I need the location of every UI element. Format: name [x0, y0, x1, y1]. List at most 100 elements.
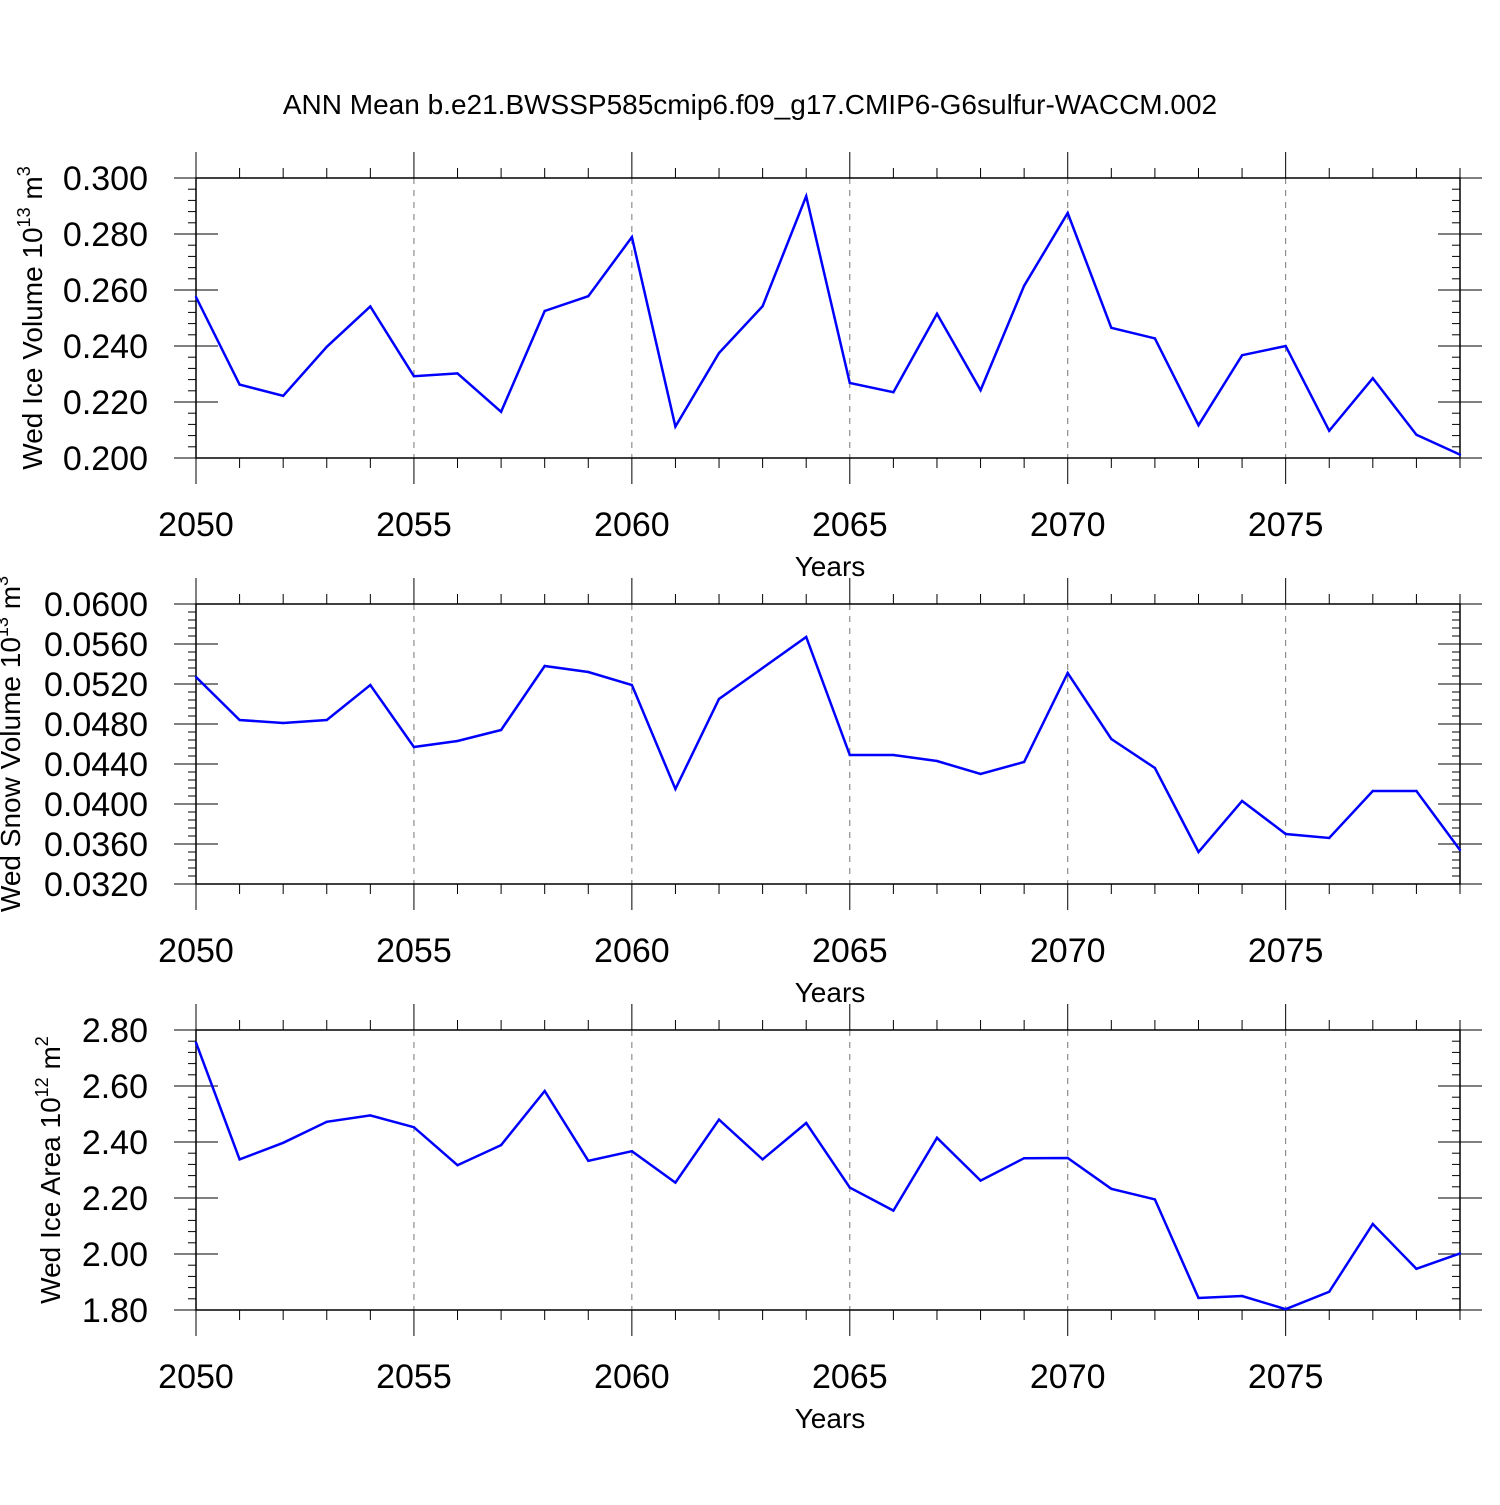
- data-line: [195, 635, 1462, 855]
- x-tick-label: 2070: [1030, 1358, 1106, 1396]
- y-tick-label: 0.200: [63, 440, 148, 478]
- x-tick-label: 2050: [158, 1358, 234, 1396]
- y-tick-label: 1.80: [82, 1292, 148, 1330]
- x-tick-label: 2050: [158, 932, 234, 970]
- x-tick-label: 2055: [376, 1358, 452, 1396]
- plot-frame: [195, 603, 1461, 885]
- data-point: [805, 635, 808, 639]
- data-point: [1240, 354, 1244, 357]
- data-point: [369, 683, 372, 687]
- x-tick-label: 2065: [812, 506, 888, 544]
- y-tick-label: 0.0440: [44, 746, 148, 784]
- data-point: [194, 295, 198, 299]
- data-point: [848, 381, 851, 385]
- x-tick-label: 2065: [812, 1358, 888, 1396]
- data-point: [1371, 789, 1375, 793]
- chart-panel-2: 0.03200.03600.04000.04400.04800.05200.05…: [0, 576, 1482, 1008]
- y-label-unit: m: [35, 1046, 66, 1077]
- data-point: [761, 666, 764, 670]
- x-axis-label: Years: [795, 551, 866, 582]
- data-point: [1284, 832, 1287, 836]
- y-label-unit-exponent: 3: [0, 576, 12, 586]
- data-point: [630, 235, 634, 239]
- data-point: [1153, 337, 1157, 340]
- x-tick-label: 2055: [376, 506, 452, 544]
- data-point: [1153, 1198, 1157, 1201]
- data-point: [892, 1209, 895, 1212]
- data-point: [1197, 424, 1200, 427]
- data-point: [805, 195, 808, 198]
- data-point: [543, 664, 546, 668]
- x-axis-label: Years: [795, 1403, 866, 1434]
- data-point: [892, 391, 895, 394]
- data-point: [717, 351, 721, 355]
- data-point: [1066, 1156, 1069, 1160]
- x-tick-label: 2060: [594, 506, 670, 544]
- data-point: [1415, 1267, 1418, 1271]
- data-point: [1110, 737, 1113, 741]
- x-tick-label: 2050: [158, 506, 234, 544]
- data-point: [1110, 1187, 1113, 1190]
- data-point: [1458, 1252, 1462, 1255]
- y-axis-label: Wed Snow Volume 1013 m3: [0, 576, 26, 912]
- data-point: [281, 394, 285, 398]
- y-tick-label: 0.300: [63, 160, 148, 198]
- data-point: [281, 721, 285, 725]
- y-tick-label: 2.20: [82, 1180, 148, 1218]
- y-tick-label: 2.60: [82, 1068, 148, 1106]
- data-point: [1328, 836, 1331, 840]
- data-point: [979, 1179, 982, 1182]
- y-label-unit-exponent: 2: [32, 1036, 52, 1046]
- chart-panel-3: 1.80 2.00 2.20 2.40 2.60 2.80 2050 2055 2060 2065…: [32, 1004, 1482, 1434]
- y-tick-label: 2.80: [82, 1012, 148, 1050]
- y-tick-label: 0.0360: [44, 826, 148, 864]
- data-point: [761, 1158, 764, 1161]
- data-point: [935, 312, 939, 315]
- data-point: [238, 383, 241, 386]
- y-label-exponent: 13: [0, 617, 12, 637]
- data-point: [1284, 344, 1287, 348]
- data-point: [630, 683, 634, 687]
- y-tick-label: 0.0520: [44, 666, 148, 704]
- y-label-unit: m: [0, 586, 26, 617]
- data-point: [194, 675, 198, 679]
- data-point: [674, 1181, 677, 1184]
- data-point: [412, 375, 416, 378]
- y-axis-label: Wed Ice Volume 1013 m3: [14, 166, 48, 469]
- x-tick-label: 2065: [812, 932, 888, 970]
- data-point: [325, 718, 328, 722]
- y-tick-label: 0.280: [63, 216, 148, 254]
- data-point: [587, 670, 590, 674]
- data-point: [1284, 1307, 1287, 1311]
- x-tick-label: 2075: [1248, 932, 1324, 970]
- data-point: [543, 1089, 546, 1093]
- data-point: [238, 1158, 241, 1161]
- data-point: [805, 1121, 808, 1125]
- data-point: [1240, 1294, 1244, 1298]
- data-point: [848, 1186, 851, 1189]
- data-point: [717, 1118, 721, 1121]
- data-point: [499, 728, 503, 732]
- data-point: [935, 1136, 939, 1140]
- data-point: [456, 1164, 459, 1167]
- y-tick-label: 2.00: [82, 1236, 148, 1274]
- data-point: [587, 1159, 590, 1162]
- figure-title: ANN Mean b.e21.BWSSP585cmip6.f09_g17.CMI…: [283, 89, 1217, 120]
- y-tick-label: 0.0560: [44, 626, 148, 664]
- data-point: [369, 1114, 372, 1117]
- data-point: [848, 753, 851, 757]
- data-point: [456, 739, 459, 743]
- data-line: [194, 1042, 1461, 1311]
- x-axis-label: Years: [795, 977, 866, 1008]
- data-point: [717, 697, 721, 701]
- y-tick-label: 0.0480: [44, 706, 148, 744]
- data-point: [892, 753, 895, 757]
- data-point: [761, 305, 764, 308]
- data-point: [1022, 760, 1026, 764]
- data-point: [1240, 799, 1244, 803]
- y-tick-label: 0.0320: [44, 866, 148, 904]
- y-label-text: Wed Ice Area 10: [35, 1097, 66, 1304]
- y-tick-label: 0.260: [63, 272, 148, 310]
- data-point: [412, 745, 416, 749]
